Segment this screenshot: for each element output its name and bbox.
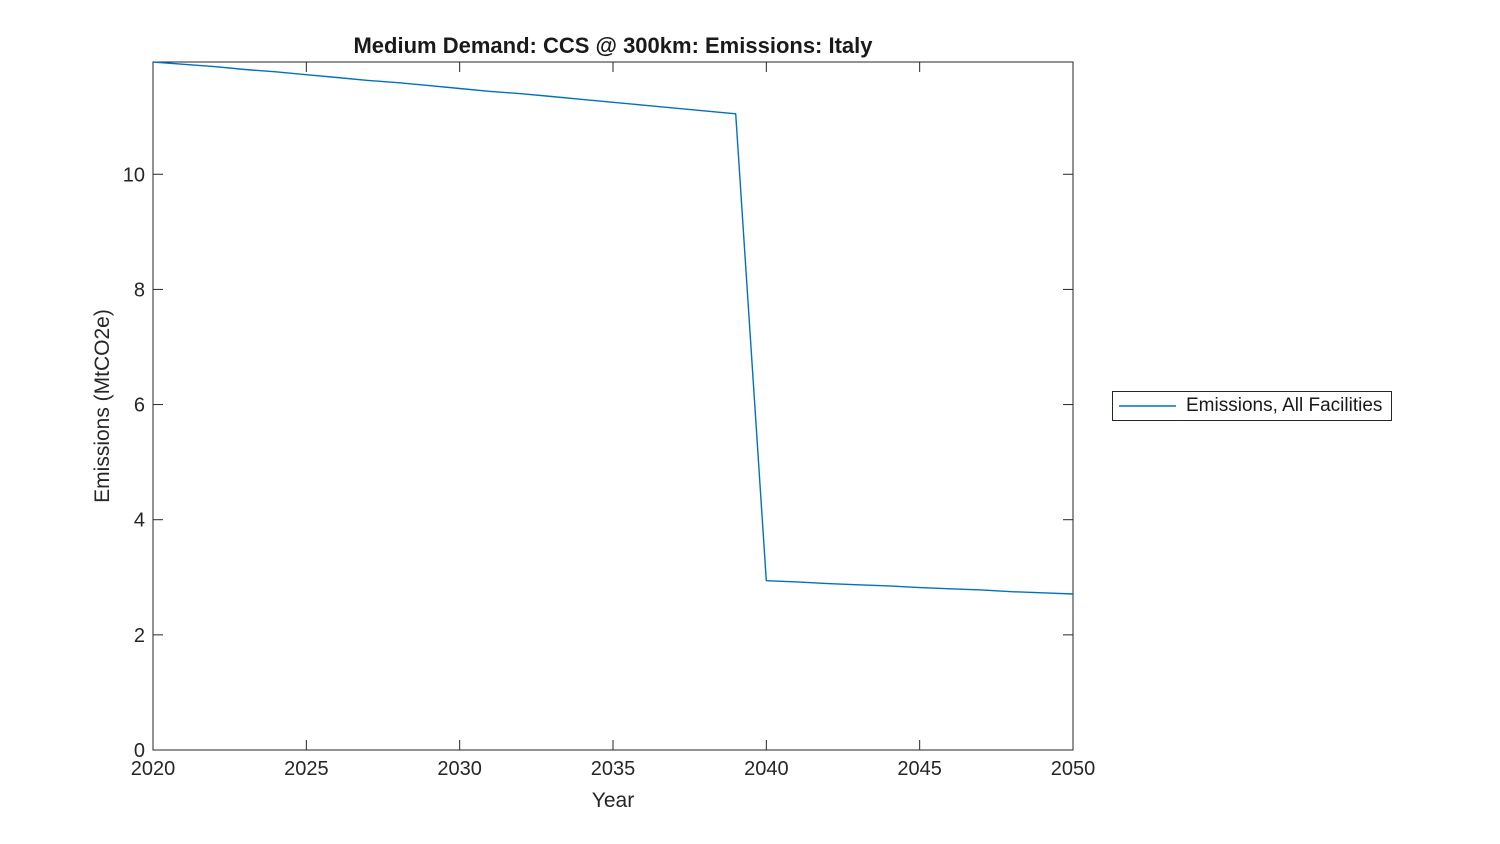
x-tick-label: 2025 [284,758,329,780]
x-tick-label: 2050 [1051,758,1096,780]
x-tick-label: 2020 [131,758,176,780]
chart-title: Medium Demand: CCS @ 300km: Emissions: I… [353,33,873,58]
y-tick-label: 10 [123,164,145,186]
x-tick-label: 2030 [437,758,482,780]
y-tick-label: 0 [134,740,145,762]
x-axis-label: Year [591,789,635,812]
y-tick-label: 4 [134,510,145,532]
legend-entry-label: Emissions, All Facilities [1186,395,1383,416]
y-tick-label: 6 [134,395,145,417]
x-tick-label: 2045 [897,758,942,780]
axes-box [152,61,1074,751]
legend-line-sample [1119,405,1176,407]
legend: Emissions, All Facilities [1112,391,1393,421]
x-tick-label: 2040 [744,758,789,780]
emissions-line [152,61,1074,595]
x-tick-label: 2035 [591,758,636,780]
y-tick-label: 8 [134,279,145,301]
y-tick-label: 2 [134,625,145,647]
